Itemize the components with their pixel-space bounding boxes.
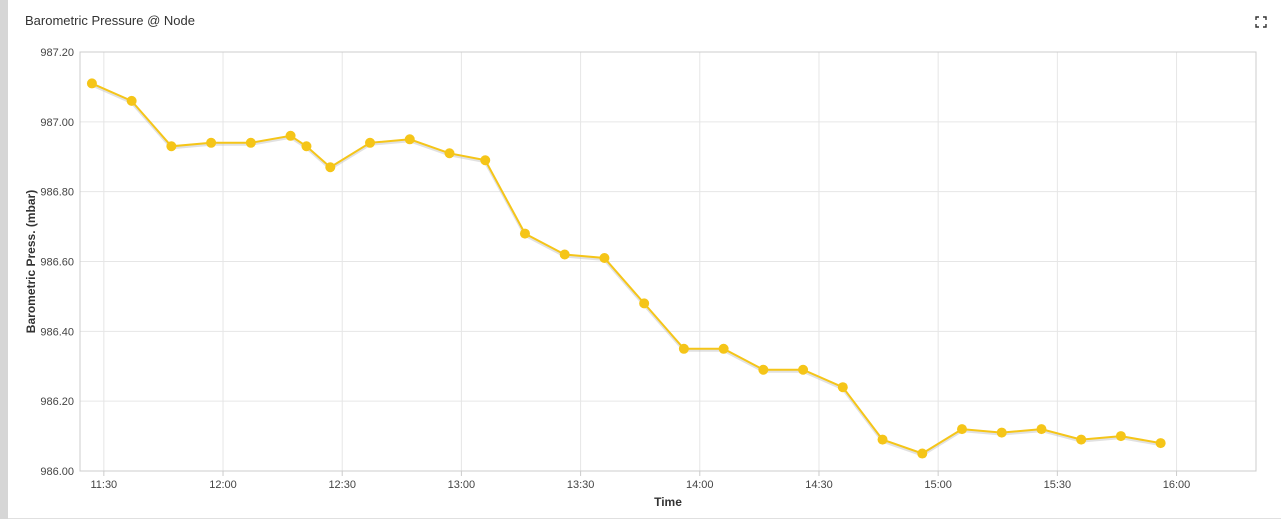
data-point xyxy=(404,134,415,145)
x-axis-title: Time xyxy=(654,495,682,509)
y-tick-label: 987.20 xyxy=(40,47,74,59)
panel-title: Barometric Pressure @ Node xyxy=(25,13,195,28)
left-edge-bar xyxy=(0,0,8,519)
y-tick-label: 986.40 xyxy=(40,326,74,338)
y-tick-label: 987.00 xyxy=(40,117,74,129)
data-point xyxy=(718,343,729,354)
expand-icon[interactable] xyxy=(1255,16,1267,28)
y-tick-label: 986.00 xyxy=(40,466,74,478)
x-tick-label: 11:30 xyxy=(90,479,117,491)
x-tick-label: 13:00 xyxy=(448,479,476,491)
x-tick-label: 15:30 xyxy=(1044,479,1072,491)
data-point xyxy=(1076,434,1087,445)
data-point xyxy=(166,141,177,152)
data-point xyxy=(678,343,689,354)
data-point xyxy=(365,137,376,148)
data-point xyxy=(301,141,312,152)
data-point xyxy=(837,382,848,393)
x-tick-label: 14:00 xyxy=(686,479,714,491)
data-point xyxy=(877,434,888,445)
data-point xyxy=(758,364,769,375)
x-tick-label: 13:30 xyxy=(567,479,595,491)
y-axis-title: Barometric Press. (mbar) xyxy=(24,190,38,333)
data-point xyxy=(996,427,1007,438)
chart-panel: Barometric Pressure @ Node 986.00 986.20 9… xyxy=(8,0,1281,519)
data-point xyxy=(245,137,256,148)
data-point xyxy=(285,130,296,141)
y-tick-label: 986.20 xyxy=(40,396,74,408)
data-point xyxy=(599,253,610,264)
data-point xyxy=(798,364,809,375)
data-point xyxy=(86,78,97,89)
data-point xyxy=(917,448,928,459)
data-point xyxy=(206,137,217,148)
x-tick-label: 12:00 xyxy=(209,479,237,491)
y-tick-label: 986.80 xyxy=(40,187,74,199)
data-point xyxy=(1155,438,1166,449)
x-tick-label: 15:00 xyxy=(924,479,952,491)
plot-frame xyxy=(79,51,1257,472)
data-point xyxy=(1036,424,1047,435)
data-point xyxy=(519,228,530,239)
x-tick-label: 12:30 xyxy=(328,479,356,491)
data-point xyxy=(1115,431,1126,442)
data-point xyxy=(444,148,455,159)
pressure-chart: 986.00 986.20 986.40 986.60 986.80 987.00 987.… xyxy=(24,47,1257,509)
x-tick-label: 16:00 xyxy=(1163,479,1191,491)
data-point xyxy=(126,95,137,106)
data-point xyxy=(480,155,491,166)
y-tick-label: 986.60 xyxy=(40,257,74,269)
x-tick-label: 14:30 xyxy=(805,479,833,491)
data-point xyxy=(325,162,336,173)
data-point xyxy=(957,424,967,435)
data-point xyxy=(639,298,650,309)
data-point xyxy=(559,249,570,260)
